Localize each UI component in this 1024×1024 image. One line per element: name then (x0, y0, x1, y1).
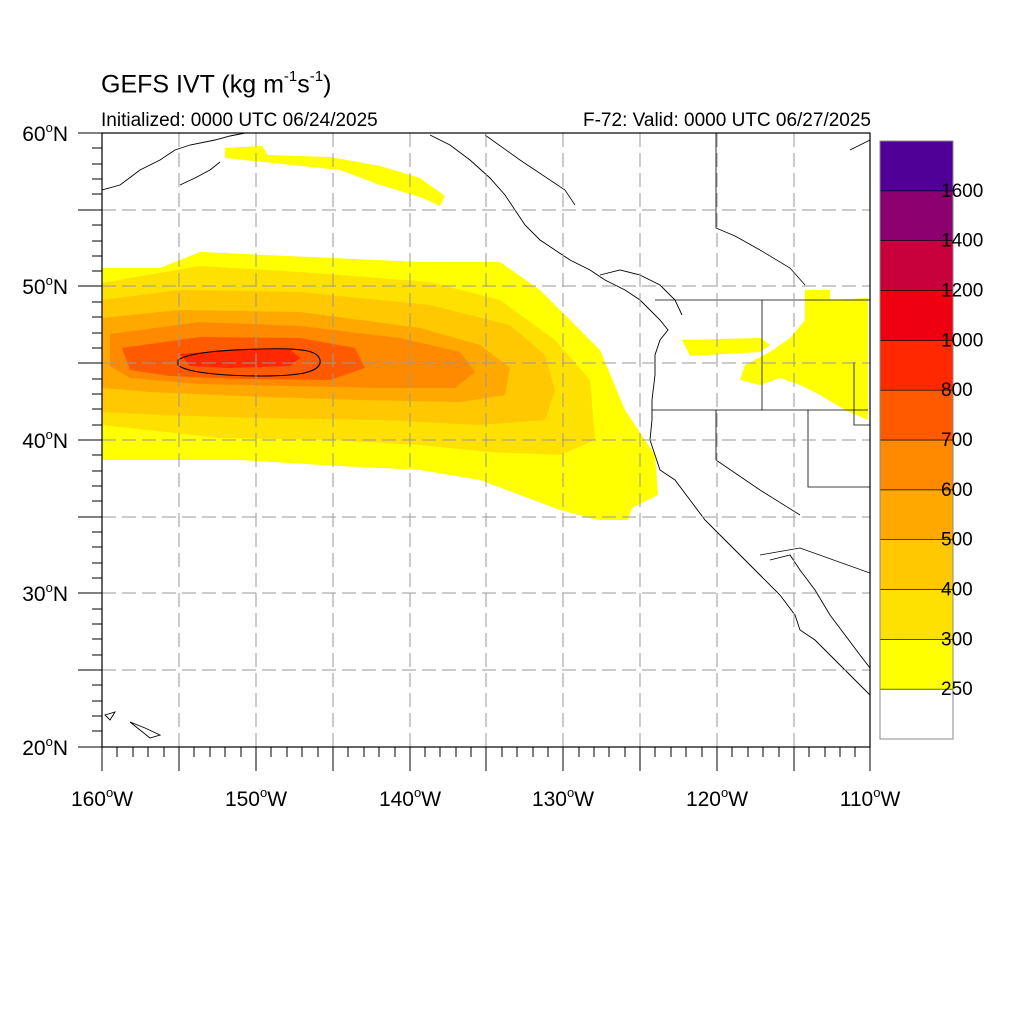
colorbar-box-2 (879, 589, 954, 640)
ivt-shading (102, 146, 868, 520)
colorbar: 250 300 400 500 600 700 800 1000 1200 1400 1600 (879, 140, 983, 740)
colorbar-label-800: 800 (941, 380, 973, 401)
colorbar-box-8 (879, 290, 954, 341)
ivt-band-250-interior (740, 290, 868, 420)
valid-time: F-72: Valid: 0000 UTC 06/27/2025 (583, 110, 871, 131)
lat-label-20n: 20oN (22, 734, 68, 760)
lat-label-60n: 60oN (22, 120, 68, 146)
colorbar-label-500: 500 (941, 530, 973, 551)
colorbar-label-1400: 1400 (941, 231, 983, 252)
map-title: GEFS IVT (kg m-1s-1) (101, 68, 332, 99)
lat-label-30n: 30oN (22, 580, 68, 606)
lon-label-150w: 150oW (225, 785, 287, 811)
colorbar-label-1000: 1000 (941, 330, 983, 351)
colorbar-box-3 (879, 539, 954, 590)
ivt-band-250-oregon (682, 338, 770, 356)
colorbar-label-400: 400 (941, 580, 973, 601)
lat-label-50n: 50oN (22, 273, 68, 299)
coastlines (102, 133, 870, 739)
colorbar-box-10 (879, 190, 954, 241)
ivt-contour (177, 348, 321, 377)
lon-labels: 160oW 150oW 140oW 130oW 120oW 110oW (71, 785, 901, 811)
lon-label-140w: 140oW (379, 785, 441, 811)
lat-labels: 60oN 50oN 40oN 30oN 20oN (22, 120, 68, 760)
colorbar-box-11 (879, 140, 954, 192)
colorbar-box-4 (879, 489, 954, 540)
colorbar-label-250: 250 (941, 679, 973, 700)
colorbar-label-300: 300 (941, 629, 973, 650)
colorbar-box-6 (879, 389, 954, 441)
axis-ticks (78, 132, 871, 771)
lon-label-110w: 110oW (840, 785, 901, 811)
colorbar-label-700: 700 (941, 430, 973, 451)
lon-label-120w: 120oW (686, 785, 748, 811)
colorbar-outline (879, 140, 954, 740)
lat-label-40n: 40oN (22, 427, 68, 453)
colorbar-box-0 (879, 688, 954, 740)
graticule (102, 133, 870, 747)
colorbar-box-9 (879, 240, 954, 291)
borders (484, 133, 870, 574)
lon-label-130w: 130oW (532, 785, 594, 811)
ivt-band-250-north (225, 146, 445, 206)
initialized-time: Initialized: 0000 UTC 06/24/2025 (101, 110, 378, 131)
colorbar-box-5 (879, 439, 954, 491)
colorbar-label-600: 600 (941, 480, 973, 501)
colorbar-label-1600: 1600 (941, 181, 983, 202)
lon-label-160w: 160oW (71, 785, 133, 811)
colorbar-label-1200: 1200 (941, 281, 983, 302)
ivt-band-800 (180, 350, 300, 368)
